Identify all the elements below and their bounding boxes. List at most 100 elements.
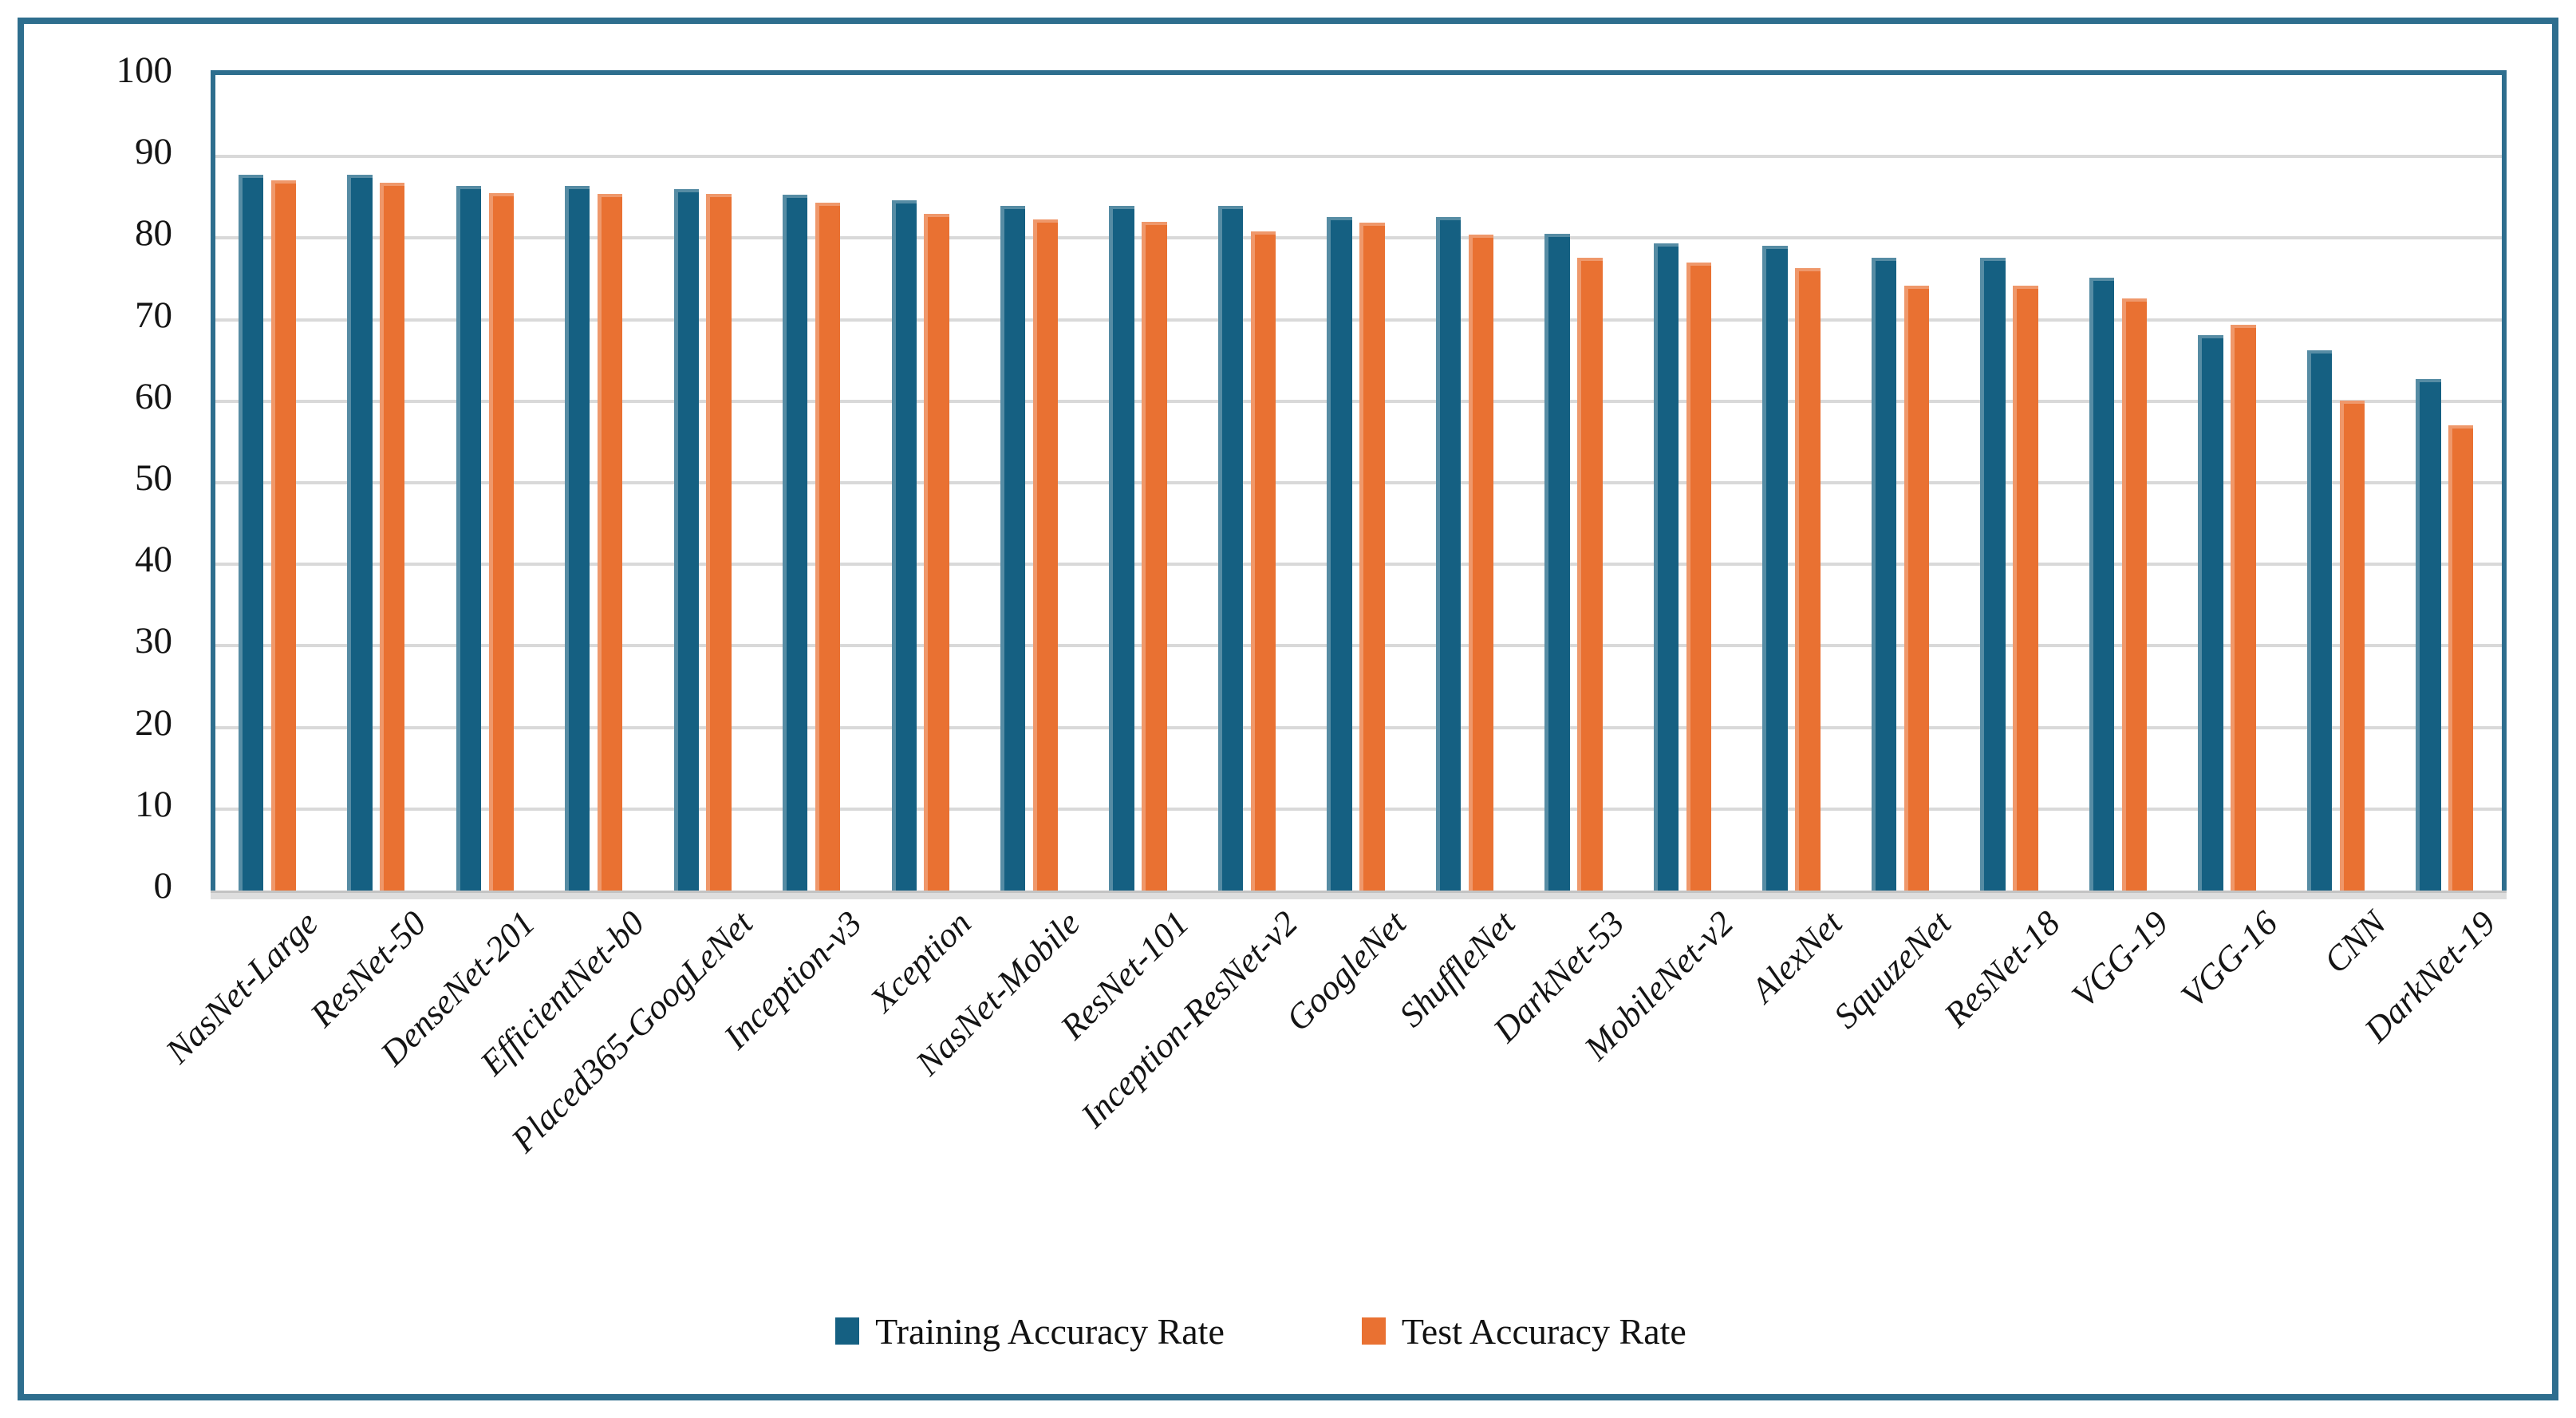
y-axis-tick-label: 40 — [135, 539, 172, 581]
y-axis-tick-label: 30 — [135, 620, 172, 662]
bar-test — [1250, 231, 1276, 891]
bar-test — [2448, 425, 2474, 891]
bar-test — [598, 194, 623, 891]
legend: Training Accuracy Rate Test Accuracy Rat… — [0, 1305, 2525, 1357]
bar-test — [706, 194, 732, 891]
bar-group — [1848, 75, 1957, 891]
bar-test — [1577, 257, 1603, 891]
bar-test — [1795, 268, 1821, 891]
bar-test — [270, 180, 296, 891]
bar-test — [1903, 285, 1930, 891]
gridline — [215, 807, 2502, 811]
y-axis-tick-label: 60 — [135, 375, 172, 417]
bar-training — [2198, 335, 2223, 891]
y-axis-tick-label: 100 — [116, 49, 173, 91]
bar-training — [347, 174, 373, 891]
x-axis-category-label-text: VGG-16 — [2173, 903, 2286, 1016]
bar-test — [1142, 221, 1167, 891]
bar-training — [1762, 245, 1788, 891]
gridline — [215, 236, 2502, 240]
gridline — [215, 563, 2502, 567]
gridline — [215, 725, 2502, 729]
bar-test — [924, 213, 949, 891]
bar-test — [1359, 222, 1385, 891]
bar-group — [542, 75, 650, 891]
bar-test — [1686, 263, 1712, 891]
x-axis-line — [211, 891, 2507, 899]
bar-training — [783, 195, 808, 891]
bar-training — [456, 186, 481, 891]
y-axis-tick-labels: 0 10 20 30 40 50 60 70 80 90 100 — [24, 49, 173, 906]
bar-training — [1109, 205, 1134, 891]
bar-group — [215, 75, 324, 891]
bar-group — [2066, 75, 2175, 891]
x-axis-category-label-text: NasNet-Large — [157, 903, 325, 1071]
bar-training — [1000, 205, 1026, 891]
bar-training — [1980, 257, 2006, 891]
bar-group — [1087, 75, 1195, 891]
legend-label-training: Training Accuracy Rate — [875, 1310, 1225, 1352]
bar-training — [673, 189, 699, 891]
bar-group — [2393, 75, 2502, 891]
bar-group — [324, 75, 432, 891]
bar-group — [869, 75, 977, 891]
bar-training — [1653, 243, 1679, 891]
bar-test — [815, 203, 841, 891]
x-axis-category-label-text: VGG-19 — [2064, 903, 2176, 1016]
y-axis-tick-label: 20 — [135, 701, 172, 744]
gridline — [215, 644, 2502, 648]
bar-training — [1327, 216, 1352, 891]
bar-group — [977, 75, 1086, 891]
bar-group — [2176, 75, 2284, 891]
bar-test — [2231, 324, 2256, 891]
bar-group — [1740, 75, 1848, 891]
y-axis-tick-label: 70 — [135, 294, 172, 336]
bar-training — [1435, 216, 1462, 891]
bar-group — [651, 75, 759, 891]
legend-label-test: Test Accuracy Rate — [1401, 1310, 1686, 1352]
bar-training — [565, 186, 590, 891]
x-axis-category-label-text: CNN — [2316, 903, 2394, 982]
bar-training — [1871, 257, 1897, 891]
bar-group — [1413, 75, 1521, 891]
bar-test — [1032, 219, 1059, 891]
y-axis-tick-label: 0 — [153, 865, 173, 906]
bar-training — [891, 200, 917, 891]
bar-test — [1468, 235, 1494, 891]
gridline — [215, 155, 2502, 159]
bar-group — [433, 75, 542, 891]
y-axis-tick-label: 10 — [135, 783, 172, 825]
gridline — [215, 399, 2502, 403]
bar-group — [1958, 75, 2066, 891]
bar-training — [1544, 234, 1570, 891]
bar-training — [2416, 379, 2441, 891]
y-axis-tick-label: 50 — [135, 457, 172, 499]
y-axis-tick-label: 90 — [135, 131, 172, 173]
bar-test — [380, 182, 405, 891]
legend-item-training: Training Accuracy Rate — [835, 1310, 1225, 1353]
bar-group — [1631, 75, 1739, 891]
bar-group — [1522, 75, 1631, 891]
figure-border: 0 10 20 30 40 50 60 70 80 90 100 NasNet-Large ResNe… — [18, 18, 2558, 1400]
bar-group — [1195, 75, 1304, 891]
x-axis-category-label-text: GoogleNet — [1278, 903, 1414, 1039]
bar-training — [2089, 278, 2115, 891]
y-axis-tick-label: 80 — [135, 212, 172, 255]
bar-group — [759, 75, 868, 891]
legend-swatch-training — [835, 1317, 860, 1345]
bar-group — [1304, 75, 1413, 891]
x-axis-category-labels: NasNet-Large ResNet-50 DenseNet-201 Efficie… — [158, 897, 2503, 1376]
gridline — [215, 318, 2502, 322]
legend-swatch-test — [1361, 1317, 1386, 1345]
bar-training — [1217, 205, 1244, 891]
x-axis-category-label-text: ResNet-18 — [1935, 903, 2068, 1035]
bar-test — [488, 193, 514, 891]
bar-test — [2121, 298, 2148, 891]
bar-group — [2284, 75, 2393, 891]
bar-training — [2306, 350, 2333, 891]
bar-training — [238, 174, 264, 891]
legend-item-test: Test Accuracy Rate — [1361, 1310, 1686, 1353]
bar-test — [2013, 285, 2038, 891]
gridline — [215, 481, 2502, 484]
